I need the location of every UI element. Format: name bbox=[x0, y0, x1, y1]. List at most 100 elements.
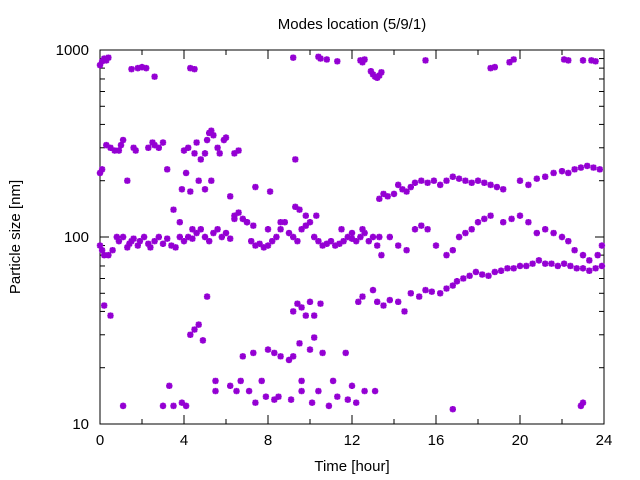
data-point bbox=[210, 229, 217, 237]
data-point bbox=[416, 293, 423, 300]
data-point bbox=[430, 177, 438, 184]
data-point bbox=[348, 229, 356, 237]
x-tick-label: 4 bbox=[180, 432, 188, 449]
data-point bbox=[124, 177, 131, 184]
data-point bbox=[159, 139, 167, 146]
data-point bbox=[579, 57, 587, 64]
data-point bbox=[208, 177, 215, 184]
data-point bbox=[411, 226, 419, 233]
data-point bbox=[130, 235, 137, 242]
data-point bbox=[437, 181, 444, 189]
data-point bbox=[264, 226, 272, 233]
data-point bbox=[302, 212, 309, 219]
data-point bbox=[327, 237, 335, 245]
data-point bbox=[201, 186, 209, 193]
data-point bbox=[187, 331, 194, 338]
data-point bbox=[485, 272, 492, 280]
data-point bbox=[287, 396, 295, 403]
data-point bbox=[560, 260, 568, 267]
data-point bbox=[344, 396, 351, 403]
data-point bbox=[384, 193, 391, 200]
data-point bbox=[453, 278, 461, 285]
data-point bbox=[516, 262, 524, 270]
data-point bbox=[596, 166, 603, 173]
data-point bbox=[374, 242, 381, 249]
data-point bbox=[256, 240, 263, 247]
data-point bbox=[107, 144, 114, 151]
data-point bbox=[571, 246, 578, 254]
data-point bbox=[151, 141, 158, 149]
data-point bbox=[348, 382, 356, 390]
data-point bbox=[424, 179, 431, 186]
data-point bbox=[143, 64, 150, 72]
data-point bbox=[101, 251, 108, 259]
data-point bbox=[371, 387, 379, 395]
data-point bbox=[151, 237, 158, 245]
data-point bbox=[399, 186, 406, 193]
data-point bbox=[380, 190, 387, 198]
data-point bbox=[145, 240, 152, 247]
data-point bbox=[105, 251, 112, 259]
data-point bbox=[317, 300, 324, 307]
data-point bbox=[218, 233, 225, 241]
data-point bbox=[565, 57, 572, 64]
data-point bbox=[479, 271, 486, 278]
data-point bbox=[579, 399, 587, 406]
data-point bbox=[474, 177, 482, 184]
data-point bbox=[533, 229, 540, 237]
data-point bbox=[319, 242, 326, 249]
data-point bbox=[195, 321, 202, 328]
data-point bbox=[432, 242, 440, 249]
y-tick-label: 1000 bbox=[56, 42, 89, 59]
data-point bbox=[273, 233, 280, 241]
data-point bbox=[378, 251, 385, 259]
data-point bbox=[111, 147, 118, 154]
data-point bbox=[586, 267, 593, 274]
data-point bbox=[155, 233, 162, 241]
data-point bbox=[315, 387, 322, 395]
data-point bbox=[365, 237, 372, 245]
data-point bbox=[506, 59, 513, 66]
data-point bbox=[567, 262, 574, 270]
data-point bbox=[332, 242, 339, 249]
data-point bbox=[565, 169, 572, 177]
data-point bbox=[134, 242, 141, 249]
data-point bbox=[151, 73, 158, 80]
data-point bbox=[598, 242, 606, 249]
data-point bbox=[319, 349, 326, 357]
data-point bbox=[376, 195, 383, 203]
data-point bbox=[344, 233, 351, 241]
data-point bbox=[571, 166, 578, 173]
data-point bbox=[159, 402, 167, 410]
data-point bbox=[216, 150, 223, 157]
data-point bbox=[296, 206, 303, 213]
data-point bbox=[386, 233, 393, 241]
x-axis-label: Time [hour] bbox=[314, 458, 389, 475]
data-point bbox=[159, 240, 167, 247]
data-point bbox=[252, 183, 259, 191]
data-point bbox=[260, 244, 267, 251]
data-point bbox=[117, 141, 125, 149]
data-point bbox=[292, 156, 299, 163]
data-point bbox=[584, 162, 591, 170]
data-point bbox=[182, 169, 190, 177]
data-point bbox=[598, 262, 606, 270]
data-point bbox=[542, 226, 549, 233]
data-point bbox=[180, 237, 188, 245]
data-point bbox=[424, 226, 431, 233]
data-point bbox=[277, 226, 284, 233]
data-point bbox=[376, 233, 383, 241]
data-point bbox=[577, 402, 585, 410]
data-point bbox=[302, 312, 309, 319]
data-point bbox=[493, 183, 501, 191]
data-point bbox=[550, 229, 557, 237]
data-point bbox=[145, 144, 152, 151]
data-point bbox=[311, 233, 318, 241]
data-point bbox=[542, 173, 549, 180]
data-point bbox=[334, 58, 341, 65]
data-point bbox=[103, 57, 110, 64]
data-point bbox=[203, 136, 211, 144]
data-point bbox=[357, 233, 364, 241]
data-point bbox=[462, 229, 469, 237]
